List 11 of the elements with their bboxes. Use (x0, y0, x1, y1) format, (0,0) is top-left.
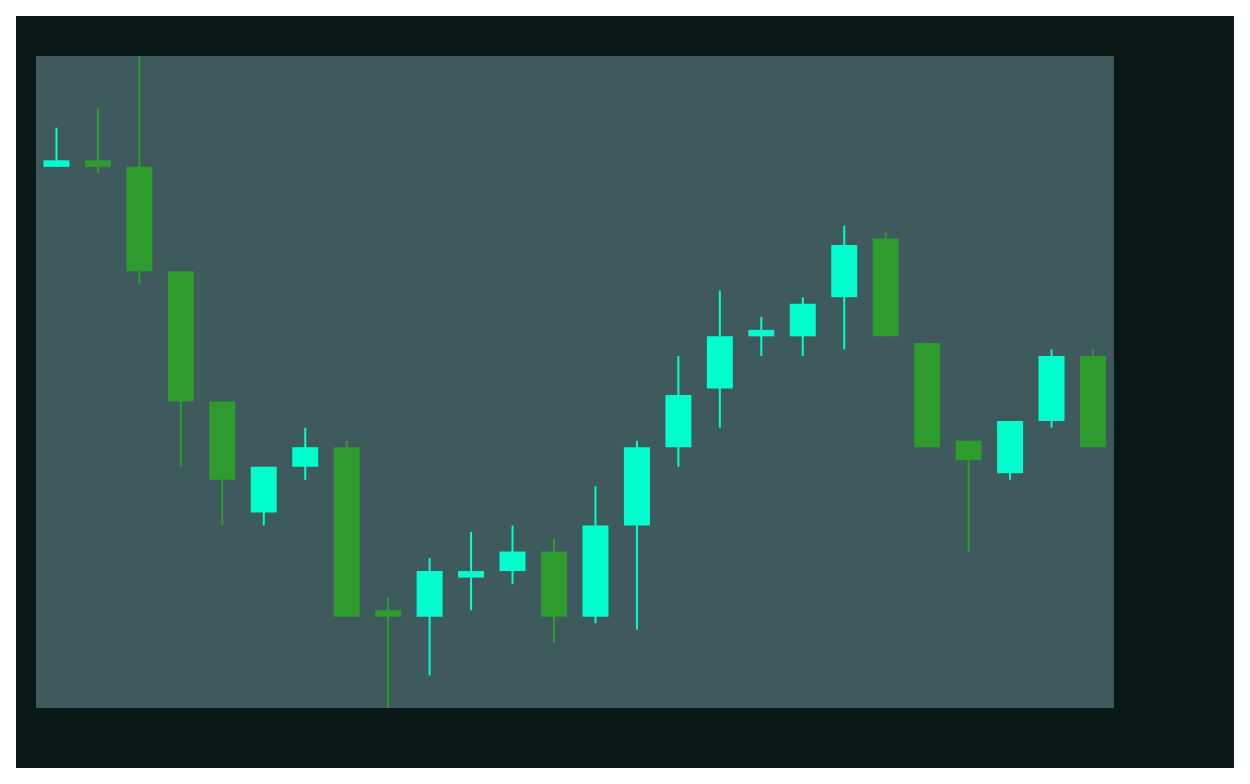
candlestick (375, 596, 402, 708)
candlestick (955, 439, 982, 553)
candlestick (416, 557, 443, 677)
candlestick (292, 426, 319, 481)
candlestick (84, 107, 111, 175)
candlestick (43, 126, 70, 168)
candlestick (499, 524, 526, 586)
candlestick (748, 315, 775, 357)
candlestick (250, 465, 277, 527)
candlestick (458, 530, 485, 612)
candlestick (789, 296, 816, 357)
